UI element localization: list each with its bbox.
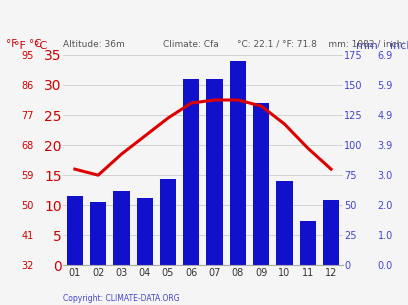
Bar [276,181,293,265]
Bar [113,191,130,265]
Text: mm: mm [356,41,377,51]
Bar [253,103,269,265]
Text: °C: °C [34,41,47,51]
Bar [183,79,200,265]
Text: inch: inch [390,41,408,51]
Text: Copyright: CLIMATE-DATA.ORG: Copyright: CLIMATE-DATA.ORG [63,294,180,303]
Bar [160,179,176,265]
Bar [230,61,246,265]
Text: °F: °F [6,39,17,49]
Text: °C: 22.1 / °F: 71.8    mm: 1082 / inch: 42.6: °C: 22.1 / °F: 71.8 mm: 1082 / inch: 42.… [237,40,408,49]
Bar [90,202,106,265]
Bar [137,198,153,265]
Text: Altitude: 36m: Altitude: 36m [63,40,125,49]
Text: Climate: Cfa: Climate: Cfa [163,40,219,49]
Text: °C: °C [29,39,41,49]
Bar [323,200,339,265]
Bar [299,221,316,265]
Text: °F: °F [14,41,26,51]
Bar [67,196,83,265]
Bar [206,79,223,265]
